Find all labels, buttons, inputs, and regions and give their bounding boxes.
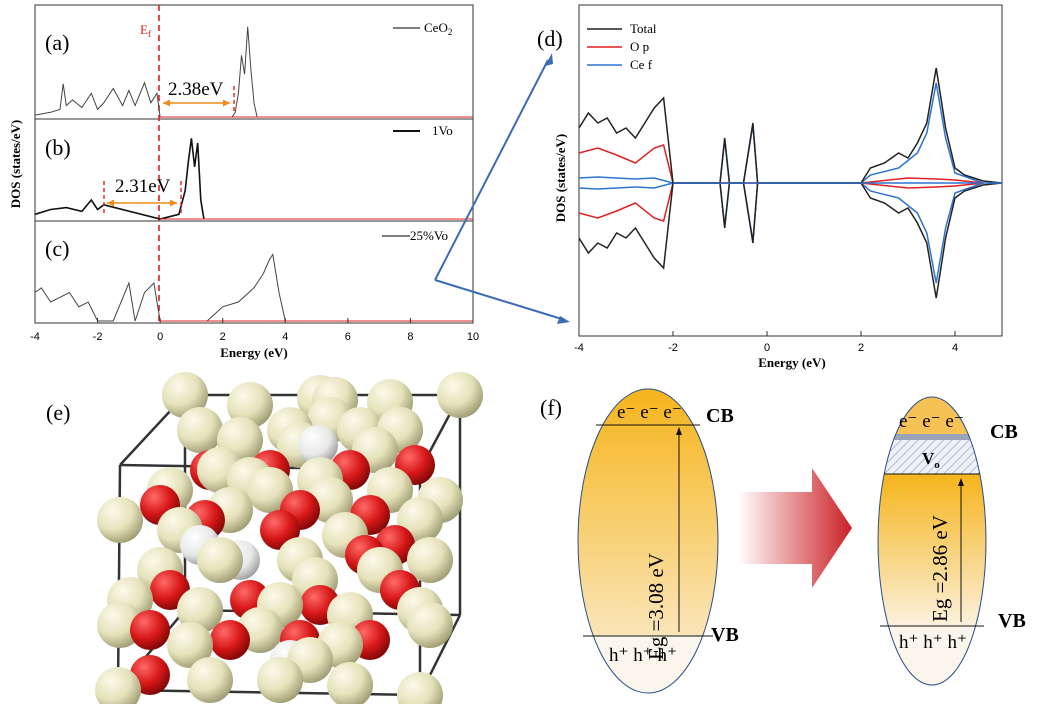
left-y-axis-label: DOS (states/eV): [8, 120, 23, 208]
ce-atom: [407, 602, 453, 648]
gap-label-b: 2.31eV: [115, 176, 171, 197]
right-x-ticks: -4 -2 0 2 4: [574, 331, 958, 354]
vb-label-vacancy: VB: [998, 610, 1026, 632]
svg-text:O p: O p: [630, 39, 649, 54]
legend-ceo2: CeO2: [393, 20, 452, 37]
panel-label-f: (f): [540, 395, 562, 420]
o-atom: [130, 610, 170, 650]
ce-atom: [177, 407, 223, 453]
right-plot-frame: [578, 4, 1003, 337]
right-tick-label: 2: [858, 342, 864, 354]
gap-label-a: 2.38eV: [168, 79, 224, 100]
left-tick-label: 6: [345, 331, 351, 343]
left-x-axis-label: Energy (eV): [220, 345, 288, 360]
ce-atom: [247, 467, 293, 513]
left-tick-label: 2: [220, 331, 226, 343]
legend-25vo: 25%Vo: [382, 228, 448, 243]
svg-text:Ce f: Ce f: [630, 57, 653, 72]
holes-pristine: h⁺ h⁺ h⁺: [609, 645, 677, 666]
left-x-ticks: -4 -2 0 2 4 6 8 10: [30, 318, 479, 343]
ce-atom: [187, 657, 233, 703]
left-tick-label: -4: [30, 331, 40, 343]
ce-atom: [227, 382, 273, 428]
left-tick-label: 8: [407, 331, 413, 343]
right-tick-label: 4: [952, 342, 958, 354]
eg-label-pristine: Eg =3.08 eV: [644, 553, 668, 660]
svg-text:Total: Total: [630, 21, 657, 36]
ce-atom: [162, 372, 208, 418]
o-atom: [210, 620, 250, 660]
svg-text:CeO2: CeO2: [424, 20, 452, 37]
right-y-axis-label: DOS (states/eV): [553, 134, 568, 222]
ce-atom: [437, 372, 483, 418]
cb-label-pristine: CB: [706, 405, 734, 427]
ce-atom: [327, 662, 373, 704]
left-tick-label: 10: [467, 331, 479, 343]
vb-label-pristine: VB: [711, 624, 739, 646]
dos-total-down: [578, 182, 1003, 299]
holes-vacancy: h⁺ h⁺ h⁺: [899, 632, 967, 653]
dos-curve-1: [34, 26, 258, 118]
cb-label-vacancy: CB: [990, 421, 1018, 443]
dos-curve-2: [34, 138, 205, 220]
panel-label-b: (b): [45, 135, 71, 160]
left-tick-label: 0: [157, 331, 163, 343]
right-legend: Total O p Ce f: [587, 21, 657, 72]
left-dos-plot: Ef 2.38eV 2.31eV CeO2 1Vo: [8, 4, 479, 360]
ce-atom: [407, 537, 453, 583]
band-diagram-vacancy: e⁻ e⁻ e⁻ Vo h⁺ h⁺ h⁺ CB VB Eg =2.86 eV: [877, 396, 1026, 686]
fermi-label: Ef: [140, 22, 151, 39]
eg-label-vacancy: Eg =2.86 eV: [928, 515, 952, 622]
vacancy-label: Vo: [922, 449, 940, 471]
right-dos-plot: Total O p Ce f (d) DOS (states/eV) Energ…: [537, 4, 1003, 370]
right-x-axis-label: Energy (eV): [758, 355, 826, 370]
ce-atom: [397, 672, 443, 704]
gap-arrow-a: [163, 86, 235, 112]
legend-op: O p: [587, 39, 649, 54]
left-tick-label: -2: [93, 331, 103, 343]
svg-text:25%Vo: 25%Vo: [410, 228, 448, 243]
band-outline-pristine: [577, 388, 719, 694]
electrons-pristine: e⁻ e⁻ e⁻: [617, 402, 682, 423]
gap-arrow-b: [103, 181, 182, 213]
legend-total: Total: [587, 21, 657, 36]
left-tick-label: 4: [282, 331, 288, 343]
ce-atom: [197, 537, 243, 583]
left-plot-frame: [34, 4, 474, 324]
panel-label-e: (e): [46, 400, 70, 425]
right-tick-label: 0: [764, 342, 770, 354]
transition-arrow: [738, 468, 852, 588]
ce-atom: [167, 622, 213, 668]
vacancy-site: [298, 425, 338, 465]
panel-label-a: (a): [45, 30, 69, 55]
panel-label-c: (c): [45, 236, 69, 261]
electrons-vacancy: e⁻ e⁻ e⁻: [899, 411, 964, 432]
crystal-structure: [95, 372, 483, 704]
band-outline-vacancy: [877, 396, 987, 686]
left-curves: [34, 26, 473, 322]
legend-1vo: 1Vo: [393, 123, 453, 138]
band-diagram-pristine: e⁻ e⁻ e⁻ h⁺ h⁺ h⁺ CB VB Eg =3.08 eV: [577, 388, 739, 694]
ce-atom: [97, 497, 143, 543]
right-tick-label: -2: [668, 342, 678, 354]
dos-total-up: [578, 67, 1003, 184]
dos-o-p-up: [578, 144, 984, 184]
ce-atom: [95, 667, 141, 704]
dos-o-p-down: [578, 182, 984, 222]
ce-atom: [177, 587, 223, 633]
ce-atom: [257, 657, 303, 703]
right-tick-label: -4: [574, 342, 584, 354]
legend-cef: Ce f: [587, 57, 653, 72]
panel-label-d: (d): [537, 26, 563, 51]
dos-curve-3: [34, 253, 286, 322]
right-curves: [578, 67, 1003, 299]
zoom-connector: [434, 53, 570, 324]
svg-text:1Vo: 1Vo: [432, 123, 453, 138]
